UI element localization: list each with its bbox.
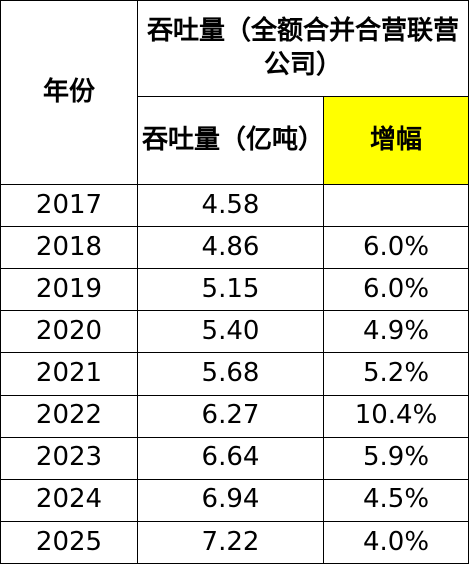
header-group: 吞吐量（全额合并合营联营公司） <box>138 1 468 96</box>
year-cell: 2023 <box>1 437 137 479</box>
year-cell: 2020 <box>1 311 137 353</box>
year-cell: 2021 <box>1 353 137 395</box>
year-cell: 2024 <box>1 479 137 521</box>
throughput-cell: 4.58 <box>138 185 323 227</box>
throughput-cell: 6.27 <box>138 395 323 437</box>
header-year: 年份 <box>1 1 137 184</box>
year-cell: 2019 <box>1 269 137 311</box>
throughput-cell: 7.22 <box>138 521 323 563</box>
growth-cell: 4.9% <box>324 311 468 353</box>
throughput-cell: 4.86 <box>138 227 323 269</box>
year-cell: 2025 <box>1 521 137 563</box>
throughput-cell: 5.68 <box>138 353 323 395</box>
growth-cell: 4.0% <box>324 521 468 563</box>
growth-cell: 5.2% <box>324 353 468 395</box>
growth-cell: 10.4% <box>324 395 468 437</box>
year-cell: 2022 <box>1 395 137 437</box>
growth-cell: 4.5% <box>324 479 468 521</box>
throughput-cell: 5.40 <box>138 311 323 353</box>
growth-cell: 5.9% <box>324 437 468 479</box>
throughput-cell: 6.94 <box>138 479 323 521</box>
growth-cell: 6.0% <box>324 269 468 311</box>
year-cell: 2017 <box>1 185 137 227</box>
header-throughput: 吞吐量（亿吨） <box>138 97 324 184</box>
throughput-cell: 6.64 <box>138 437 323 479</box>
growth-cell <box>324 185 468 227</box>
year-cell: 2018 <box>1 227 137 269</box>
header-growth: 增幅 <box>324 97 468 184</box>
throughput-cell: 5.15 <box>138 269 323 311</box>
growth-cell: 6.0% <box>324 227 468 269</box>
